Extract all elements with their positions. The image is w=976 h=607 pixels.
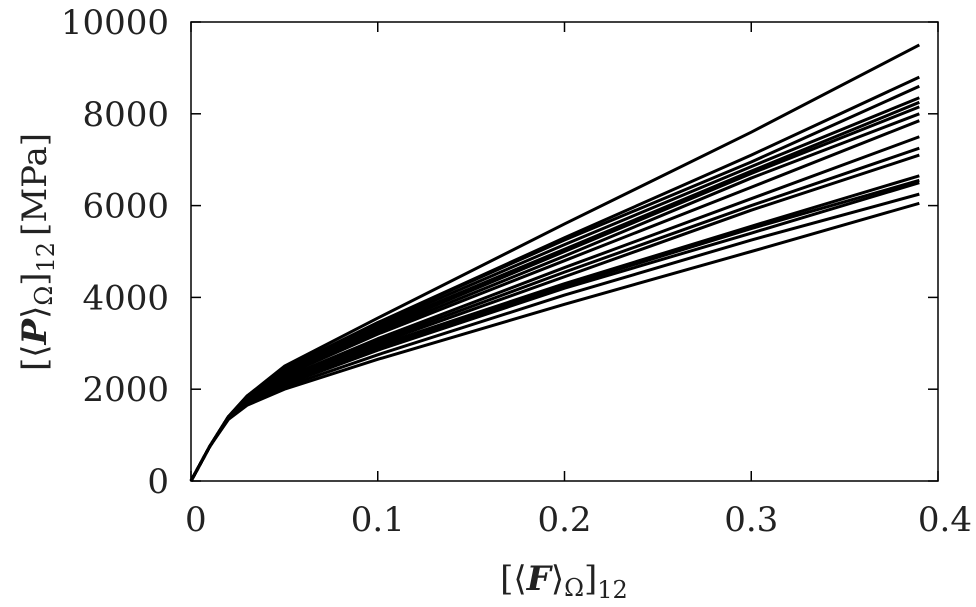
tick-marks	[190, 21, 939, 482]
series-line-11	[189, 153, 920, 482]
y-tick-label: 10000	[61, 3, 169, 43]
y-axis-title: [⟨P⟩Ω]12[MPa]	[15, 133, 60, 371]
series-line-9	[189, 135, 920, 482]
y-tick-label: 8000	[82, 95, 169, 135]
y-tick-label: 6000	[82, 187, 169, 227]
y-tick-label: 4000	[82, 278, 169, 318]
x-tick-label: 0.1	[351, 500, 405, 540]
x-tick-label: 0.4	[918, 500, 972, 540]
series-line-8	[189, 119, 920, 482]
x-axis-title: [⟨F⟩Ω]12	[500, 559, 628, 604]
y-tick-label: 2000	[82, 370, 169, 410]
series-line-10	[189, 146, 920, 482]
tick-labels: 0 0.1 0.2 0.3 0.4 0 2000 4000 6000 8000 10000	[61, 3, 972, 540]
series-lines	[189, 43, 921, 482]
series-line-15	[189, 192, 920, 482]
series-line-12	[189, 174, 920, 482]
series-line-16	[189, 201, 920, 482]
x-tick-label: 0.3	[724, 500, 778, 540]
x-tick-label: 0	[185, 500, 207, 540]
y-tick-label: 0	[147, 462, 169, 502]
x-tick-label: 0.2	[537, 500, 591, 540]
